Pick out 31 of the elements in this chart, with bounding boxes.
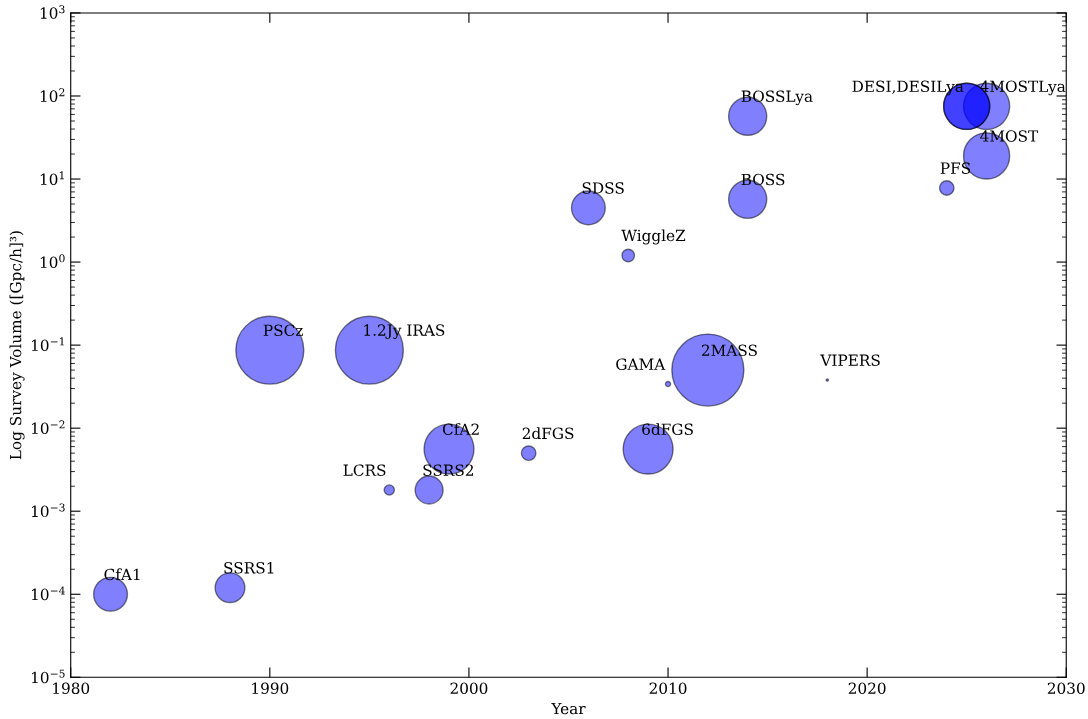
x-tick-label: 1990 (252, 682, 289, 694)
x-axis-title: Year (551, 702, 586, 715)
annotation: 2MASS (701, 344, 757, 357)
annotation: 1.2Jy IRAS (364, 324, 445, 340)
annotation: VIPERS (820, 354, 880, 366)
annotation: LCRS (343, 464, 386, 476)
annotation: BOSSLya (741, 90, 813, 106)
annotation: WiggleZ (621, 229, 686, 245)
x-tick-label: 2020 (848, 682, 886, 694)
x-tick-label: 2000 (450, 682, 488, 694)
annotation: 2dFGS (522, 427, 574, 440)
y-tick-label: 10$^{−4}$ (31, 586, 65, 601)
annotation: SDSS (582, 182, 624, 194)
y-tick-label: 10$^{3}$ (40, 5, 65, 19)
annotation: SSRS1 (224, 562, 274, 574)
annotation: SSRS2 (423, 464, 474, 476)
x-tick-label: 1980 (53, 682, 90, 694)
annotation: PSCz (263, 324, 303, 337)
annotation: CfA1 (104, 568, 140, 581)
annotation: CfA2 (442, 423, 479, 435)
y-tick-label: 10$^{−2}$ (31, 420, 65, 435)
y-tick-label: 10$^{1}$ (40, 171, 64, 185)
y-tick-label: 10$^{2}$ (40, 88, 65, 102)
annotation: BOSS (741, 173, 785, 186)
x-tick-label: 2030 (1047, 682, 1085, 694)
x-tick-label: 2010 (649, 682, 687, 694)
y-tick-label: 10$^{0}$ (40, 254, 65, 268)
y-axis-title: Log Survey Volume ([Gpc/h]³) (9, 231, 25, 460)
y-tick-label: 10$^{−3}$ (31, 503, 65, 518)
y-tick-label: 10$^{−1}$ (31, 337, 64, 352)
annotation: GAMA (616, 358, 666, 370)
